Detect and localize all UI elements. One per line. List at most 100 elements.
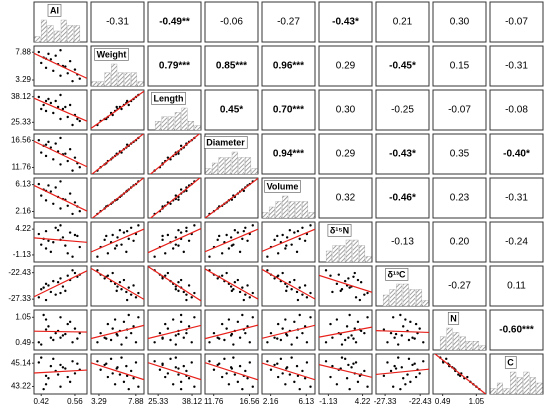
scatter-point — [78, 166, 81, 169]
panel-frame — [90, 221, 145, 263]
scatter-point — [273, 238, 276, 242]
panel-frame — [90, 353, 145, 395]
regression-line — [149, 178, 201, 218]
correlation-label: 0.96*** — [273, 61, 304, 72]
regression-line — [91, 324, 144, 340]
scatter-point — [56, 228, 60, 232]
panel-frame — [318, 133, 373, 175]
histogram-bar — [416, 289, 423, 307]
scatter-point — [115, 332, 118, 336]
correlation-label: 0.30 — [336, 105, 356, 116]
scatter-point — [418, 372, 421, 375]
scatter-point — [40, 356, 43, 359]
scatter-point — [244, 331, 247, 335]
scatter-point — [37, 138, 41, 142]
scatter-point — [73, 372, 77, 375]
scatter-point — [182, 290, 185, 294]
scatter-point — [190, 341, 193, 344]
histogram-bar — [211, 162, 218, 175]
scatter-point — [99, 331, 102, 335]
scatter-point — [244, 369, 247, 373]
scatter-point — [64, 244, 67, 247]
scatter-point — [182, 250, 185, 254]
scatter-point — [103, 238, 106, 242]
correlation-label: 0.70*** — [273, 105, 304, 116]
scatter-panel — [91, 134, 144, 174]
histogram-bar — [446, 327, 453, 351]
scatter-point — [279, 338, 283, 342]
scatter-point — [44, 154, 48, 158]
scatter-point — [414, 375, 418, 379]
scatter-point — [185, 226, 188, 229]
histogram-bar — [34, 36, 41, 43]
histogram-bar — [409, 289, 416, 307]
correlation-label: 0.79*** — [159, 61, 190, 72]
histogram-bar — [154, 121, 161, 131]
regression-line — [148, 266, 201, 302]
scatter-point — [54, 331, 57, 335]
scatter-point — [216, 238, 219, 242]
histogram-bar — [104, 72, 111, 87]
panel-frame — [204, 353, 259, 395]
scatter-point — [193, 316, 196, 319]
scatter-point — [248, 361, 251, 364]
scatter-point — [352, 275, 355, 279]
y-tick-label: 7.88 — [15, 47, 31, 56]
correlation-label: -0.27 — [448, 281, 471, 292]
scatter-point — [288, 373, 292, 376]
scatter-point — [295, 336, 299, 339]
regression-line — [34, 97, 87, 122]
scatter-point — [303, 284, 307, 287]
y-tick-label: 16.56 — [11, 136, 32, 145]
variable-name: N — [450, 313, 457, 323]
scatter-point — [223, 338, 226, 342]
regression-line — [376, 368, 429, 376]
scatter-point — [230, 289, 234, 293]
scatter-point — [71, 169, 74, 172]
histogram-bar — [124, 72, 131, 87]
scatter-point — [37, 296, 41, 299]
scatter-point — [329, 375, 332, 379]
correlation-label: 0.15 — [450, 61, 470, 72]
scatter-point — [399, 387, 402, 391]
scatter-point — [285, 285, 289, 288]
scatter-point — [241, 237, 244, 241]
scatter-point — [66, 274, 69, 277]
scatter-point — [220, 252, 224, 255]
correlation-label: 0.11 — [507, 281, 526, 292]
scatter-point — [366, 291, 369, 295]
correlation-label: 0.32 — [336, 193, 356, 204]
histogram-bar — [503, 388, 510, 395]
scatter-point — [118, 228, 122, 232]
regression-line — [91, 228, 144, 253]
scatter-point — [407, 357, 411, 361]
scatter-point — [68, 59, 72, 63]
scatter-panel — [205, 356, 258, 391]
scatter-point — [281, 271, 284, 275]
scatter-point — [363, 293, 366, 296]
scatter-point — [56, 373, 60, 376]
scatter-point — [71, 341, 74, 344]
panel-frame — [318, 89, 373, 131]
correlation-label: -0.60*** — [499, 325, 534, 336]
scatter-point — [52, 111, 55, 115]
scatter-point — [389, 369, 393, 373]
scatter-point — [44, 109, 48, 113]
histogram-bar — [47, 25, 54, 43]
scatter-point — [125, 250, 128, 254]
scatter-point — [269, 368, 273, 371]
scatter-point — [59, 93, 62, 97]
scatter-panel — [376, 313, 429, 346]
scatter-point — [393, 336, 396, 339]
variable-name: Diameter — [206, 137, 245, 147]
scatter-point — [179, 231, 183, 234]
scatter-point — [174, 194, 178, 197]
scatter-point — [59, 385, 62, 388]
scatter-point — [177, 332, 180, 336]
scatter-point — [402, 325, 405, 328]
panel-frame — [204, 45, 259, 87]
scatter-panel — [34, 224, 87, 258]
scatter-point — [350, 366, 353, 369]
regression-line — [34, 369, 87, 374]
correlation-label: -0.45* — [389, 61, 416, 72]
